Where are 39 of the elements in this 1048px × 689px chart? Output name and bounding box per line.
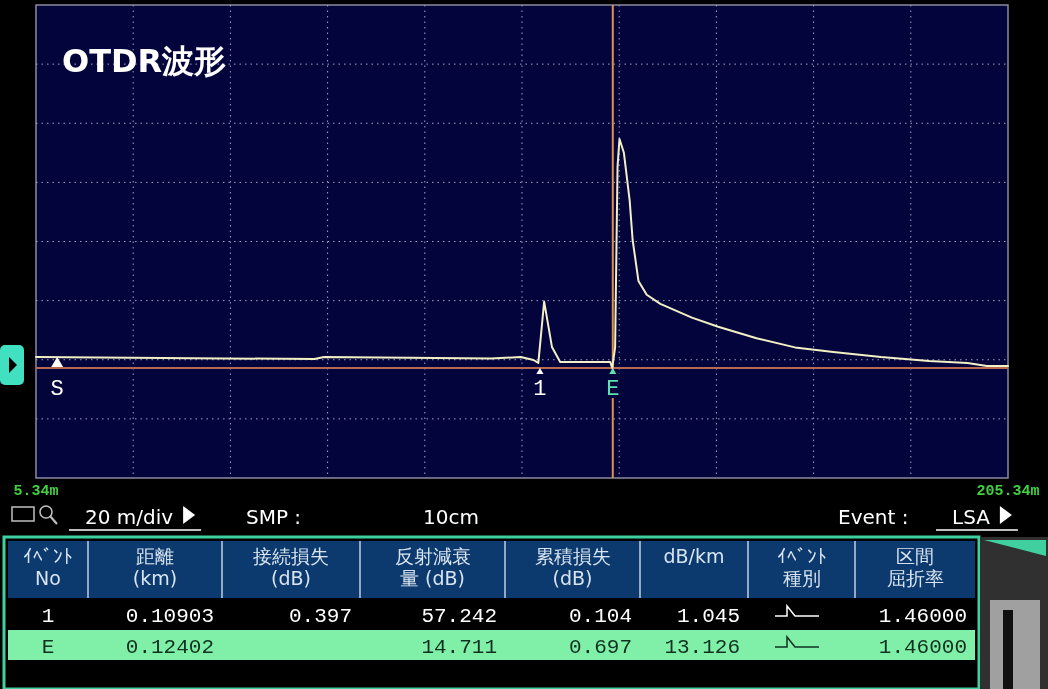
text: Event : xyxy=(838,505,909,529)
text: 累積損失 xyxy=(534,545,611,567)
text: 10cm xyxy=(423,505,479,529)
x-tick-label: 205.34m xyxy=(976,483,1040,500)
text: 0.397 xyxy=(288,605,352,628)
text: 1.46000 xyxy=(878,636,967,659)
text: No xyxy=(35,567,61,589)
x-tick-label: 5.34m xyxy=(13,483,59,500)
text: 13.126 xyxy=(664,636,740,659)
text: (km) xyxy=(132,567,178,589)
text: 57.242 xyxy=(421,605,497,628)
chart-title: OTDR波形 xyxy=(62,42,227,80)
text: 0.10903 xyxy=(125,605,214,628)
text: SMP : xyxy=(246,505,302,529)
text: 0.697 xyxy=(568,636,632,659)
annotation: E xyxy=(606,377,620,402)
annotation: 1 xyxy=(533,377,547,402)
text: 1.045 xyxy=(676,605,740,628)
text: 接続損失 xyxy=(253,545,329,567)
text: 距離 xyxy=(136,545,174,567)
text: 量 (dB) xyxy=(400,567,465,589)
text: 0.104 xyxy=(568,605,632,628)
text: LSA xyxy=(952,505,991,529)
text: 20 m/div xyxy=(85,505,174,529)
text: ｲﾍﾞﾝﾄ xyxy=(776,545,827,567)
text: E xyxy=(41,636,55,659)
text: 種別 xyxy=(782,567,821,589)
text: 区間 xyxy=(896,545,934,567)
text: (dB) xyxy=(271,567,311,589)
text: ｲﾍﾞﾝﾄ xyxy=(23,545,73,567)
text: 反射減衰 xyxy=(394,545,471,567)
text: 1 xyxy=(41,605,55,628)
text: 14.711 xyxy=(421,636,497,659)
text: 1.46000 xyxy=(878,605,967,628)
text: dB/km xyxy=(663,545,725,567)
text: (dB) xyxy=(552,567,593,589)
text: 0.12402 xyxy=(125,636,214,659)
text: 屈折率 xyxy=(886,567,944,589)
annotation: S xyxy=(50,377,64,402)
